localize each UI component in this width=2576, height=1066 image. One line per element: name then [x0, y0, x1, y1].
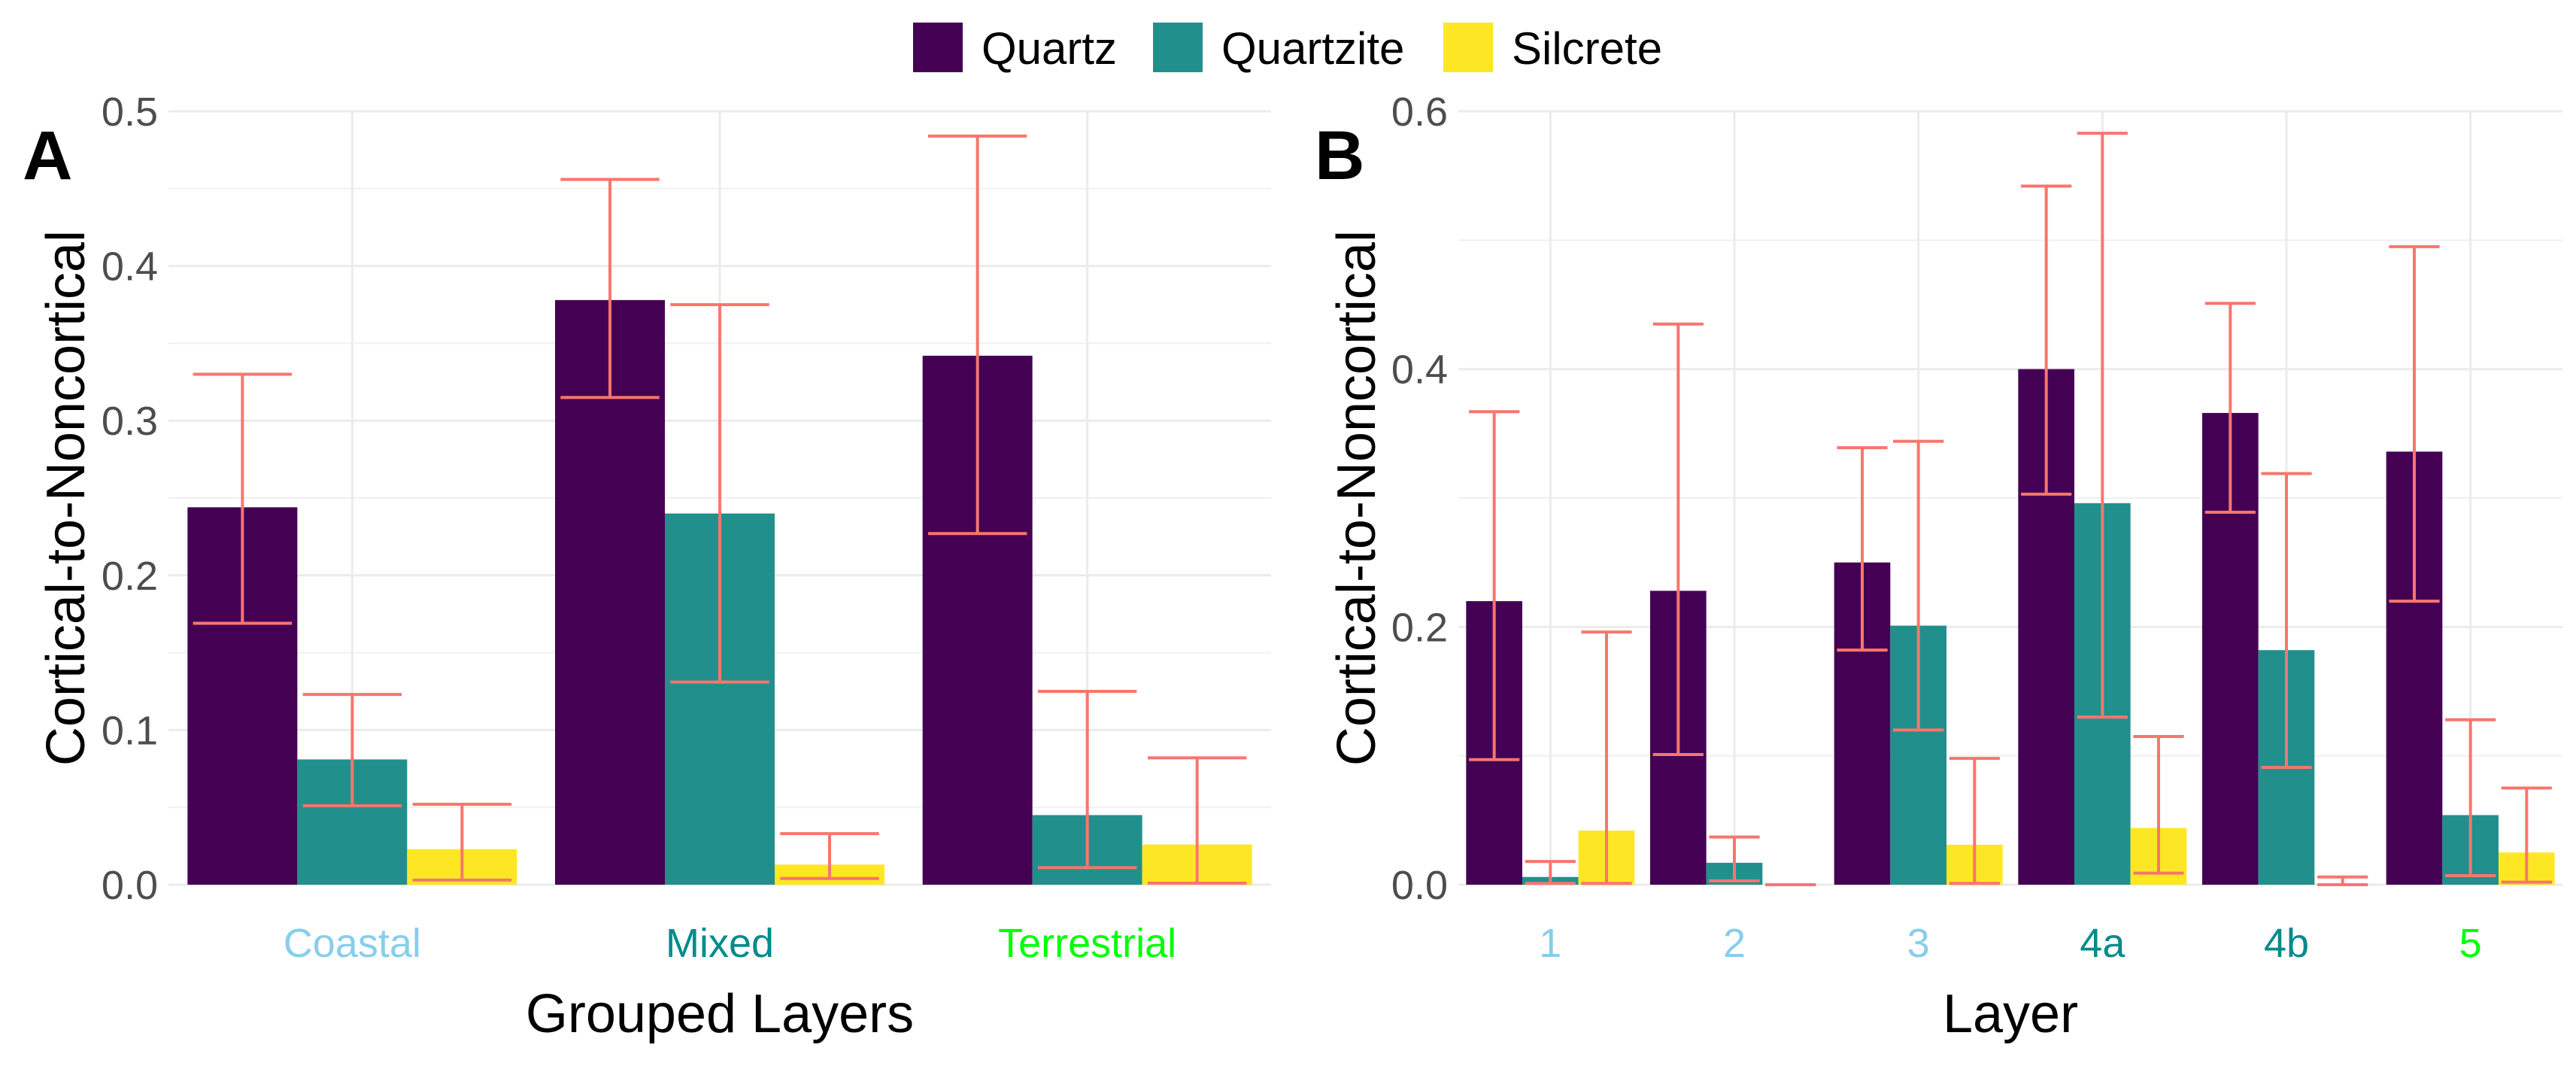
error-bar-silcrete-4b: [2317, 875, 2368, 886]
y-tick-label: 0.6: [1391, 90, 1448, 135]
y-axis-title: Cortical-to-Noncortical: [36, 230, 96, 766]
y-tick-label: 0.0: [1391, 863, 1448, 908]
error-bar-quartzite-terrestrial: [1037, 690, 1137, 870]
y-tick-label: 0.4: [102, 244, 158, 290]
error-bar-quartz-5: [2389, 244, 2440, 603]
error-bar-quartzite-1: [1525, 860, 1576, 885]
x-axis-title: Grouped Layers: [526, 984, 914, 1044]
error-bar-quartz-terrestrial: [927, 134, 1027, 536]
error-bar-quartzite-2: [1709, 835, 1760, 882]
x-tick-label: Mixed: [666, 921, 774, 966]
error-bar-quartzite-5: [2445, 718, 2496, 878]
x-tick-label: Coastal: [284, 921, 421, 966]
legend-label-silcrete: Silcrete: [1512, 23, 1662, 74]
x-tick-label: 2: [1723, 921, 1746, 966]
x-tick-label: 4b: [2264, 921, 2309, 966]
error-bar-quartz-2: [1652, 322, 1704, 756]
panel-letter: B: [1315, 117, 1364, 194]
y-tick-label: 0.1: [102, 708, 158, 753]
error-bar-quartzite-mixed: [670, 303, 769, 684]
error-bar-quartzite-4a: [2077, 132, 2128, 719]
error-bar-silcrete-4a: [2133, 734, 2184, 875]
error-bar-silcrete-1: [1581, 630, 1632, 885]
legend-swatch-quartzite: [1153, 23, 1203, 72]
x-tick-label: 1: [1539, 921, 1561, 966]
legend-swatch-silcrete: [1443, 23, 1493, 72]
y-tick-label: 0.3: [102, 399, 158, 444]
error-bar-quartz-1: [1469, 410, 1520, 761]
x-tick-label: 3: [1907, 921, 1930, 966]
error-bar-quartzite-4b: [2261, 472, 2312, 770]
error-bar-silcrete-coastal: [412, 803, 512, 882]
panel-a: 0.0 0.1 0.2 0.3 0.4 0.5 Coastal Mixed Terrestria…: [23, 90, 1271, 1044]
x-tick-label: Terrestrial: [998, 921, 1176, 966]
error-bar-silcrete-mixed: [780, 832, 879, 880]
y-tick-label: 0.4: [1391, 348, 1448, 393]
legend-label-quartz: Quartz: [982, 23, 1117, 74]
y-axis-title: Cortical-to-Noncortical: [1327, 230, 1387, 766]
error-bar-quartzite-3: [1893, 439, 1944, 732]
panel-letter: A: [23, 117, 72, 194]
y-tick-label: 0.2: [1391, 605, 1448, 650]
error-bar-quartz-mixed: [560, 178, 660, 399]
legend-swatch-quartz: [913, 23, 963, 72]
panel-b: 0.0 0.2 0.4 0.6 1 2 3 4a 4b 5 Layer Cortical-to-Non…: [1315, 90, 2562, 1044]
y-tick-label: 0.0: [102, 863, 158, 908]
error-bar-silcrete-5: [2501, 786, 2552, 884]
error-bar-quartz-4b: [2204, 302, 2256, 514]
y-tick-label: 0.5: [102, 90, 158, 135]
y-tick-label: 0.2: [102, 554, 158, 599]
legend: Quartz Quartzite Silcrete: [913, 23, 1662, 74]
error-bar-quartzite-coastal: [302, 693, 402, 808]
x-tick-label: 4a: [2080, 921, 2125, 966]
error-bar-quartz-3: [1837, 446, 1888, 652]
x-axis-title: Layer: [1943, 984, 2078, 1044]
error-bar-silcrete-terrestrial: [1147, 756, 1247, 885]
x-tick-label: 5: [2459, 921, 2482, 966]
error-bar-silcrete-3: [1949, 757, 2000, 885]
legend-label-quartzite: Quartzite: [1221, 23, 1404, 74]
error-bar-quartz-4a: [2021, 184, 2072, 496]
error-bar-quartz-coastal: [193, 372, 293, 625]
